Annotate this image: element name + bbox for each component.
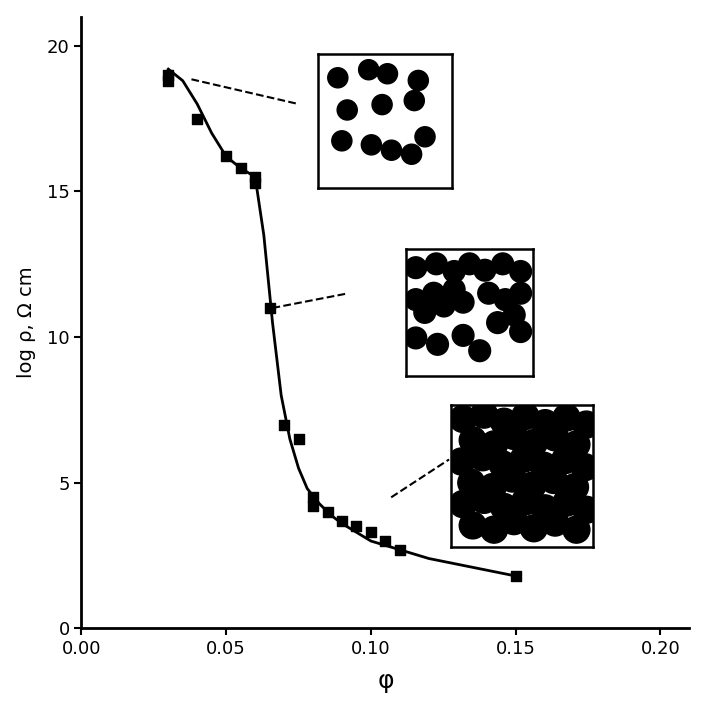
Circle shape <box>512 403 539 430</box>
Circle shape <box>491 408 517 435</box>
Circle shape <box>459 427 486 454</box>
Circle shape <box>405 289 426 310</box>
Circle shape <box>469 444 496 471</box>
Circle shape <box>426 253 447 275</box>
Circle shape <box>551 447 578 474</box>
Circle shape <box>478 283 500 304</box>
Point <box>510 570 521 581</box>
Point <box>235 163 246 174</box>
Circle shape <box>510 321 532 342</box>
Circle shape <box>481 516 508 543</box>
Circle shape <box>405 90 424 111</box>
Circle shape <box>414 302 436 323</box>
Circle shape <box>459 253 480 275</box>
Point <box>249 171 261 182</box>
Circle shape <box>501 508 527 535</box>
Point <box>394 544 405 555</box>
Circle shape <box>359 60 378 80</box>
Circle shape <box>361 135 381 155</box>
Y-axis label: log ρ, Ω cm: log ρ, Ω cm <box>17 267 36 378</box>
Circle shape <box>520 515 547 542</box>
Circle shape <box>553 489 580 516</box>
Circle shape <box>532 495 558 522</box>
Circle shape <box>449 405 477 432</box>
Point <box>191 113 203 124</box>
Circle shape <box>443 261 465 283</box>
Circle shape <box>372 94 392 114</box>
Circle shape <box>542 509 568 536</box>
Point <box>336 515 347 526</box>
Circle shape <box>405 327 426 349</box>
Circle shape <box>501 422 527 449</box>
Circle shape <box>378 64 397 84</box>
Circle shape <box>402 144 421 164</box>
Circle shape <box>423 283 445 304</box>
Circle shape <box>433 295 455 317</box>
Point <box>220 151 232 162</box>
Circle shape <box>573 496 600 523</box>
Circle shape <box>457 469 485 496</box>
Circle shape <box>530 452 557 479</box>
Circle shape <box>503 304 525 326</box>
Circle shape <box>519 472 546 499</box>
Point <box>322 506 333 518</box>
Circle shape <box>561 474 589 501</box>
Circle shape <box>469 340 491 361</box>
Point <box>351 520 362 532</box>
Circle shape <box>479 474 506 501</box>
Point <box>380 535 391 547</box>
Circle shape <box>443 278 465 300</box>
Circle shape <box>563 431 590 458</box>
Point <box>307 491 318 503</box>
Point <box>249 177 261 188</box>
Circle shape <box>426 334 448 355</box>
Point <box>307 501 318 512</box>
Circle shape <box>459 512 486 539</box>
Point <box>264 302 275 314</box>
Circle shape <box>486 312 508 334</box>
Circle shape <box>510 261 532 283</box>
Circle shape <box>474 259 496 281</box>
Circle shape <box>532 410 558 437</box>
Circle shape <box>499 465 526 492</box>
Circle shape <box>571 454 599 481</box>
Circle shape <box>471 486 498 513</box>
Circle shape <box>405 257 426 278</box>
Circle shape <box>510 283 532 304</box>
Circle shape <box>573 411 600 438</box>
Circle shape <box>494 289 516 310</box>
Circle shape <box>471 401 498 428</box>
Circle shape <box>415 127 435 147</box>
Circle shape <box>328 67 348 88</box>
Circle shape <box>449 491 477 518</box>
Circle shape <box>381 140 402 160</box>
X-axis label: φ: φ <box>377 670 394 694</box>
Circle shape <box>481 431 508 458</box>
Circle shape <box>337 100 357 120</box>
Circle shape <box>492 253 513 275</box>
Circle shape <box>540 466 567 493</box>
Circle shape <box>510 445 537 472</box>
Circle shape <box>453 324 474 346</box>
Point <box>278 419 289 430</box>
Circle shape <box>542 424 568 451</box>
Point <box>162 70 174 81</box>
Circle shape <box>408 70 429 90</box>
Circle shape <box>489 451 516 478</box>
Point <box>293 433 304 444</box>
Point <box>162 75 174 87</box>
Circle shape <box>491 493 517 520</box>
Circle shape <box>332 131 352 151</box>
Circle shape <box>520 430 547 457</box>
Circle shape <box>448 448 475 475</box>
Circle shape <box>512 488 539 515</box>
Circle shape <box>553 404 580 431</box>
Point <box>365 527 376 538</box>
Circle shape <box>453 291 474 313</box>
Circle shape <box>563 516 590 543</box>
